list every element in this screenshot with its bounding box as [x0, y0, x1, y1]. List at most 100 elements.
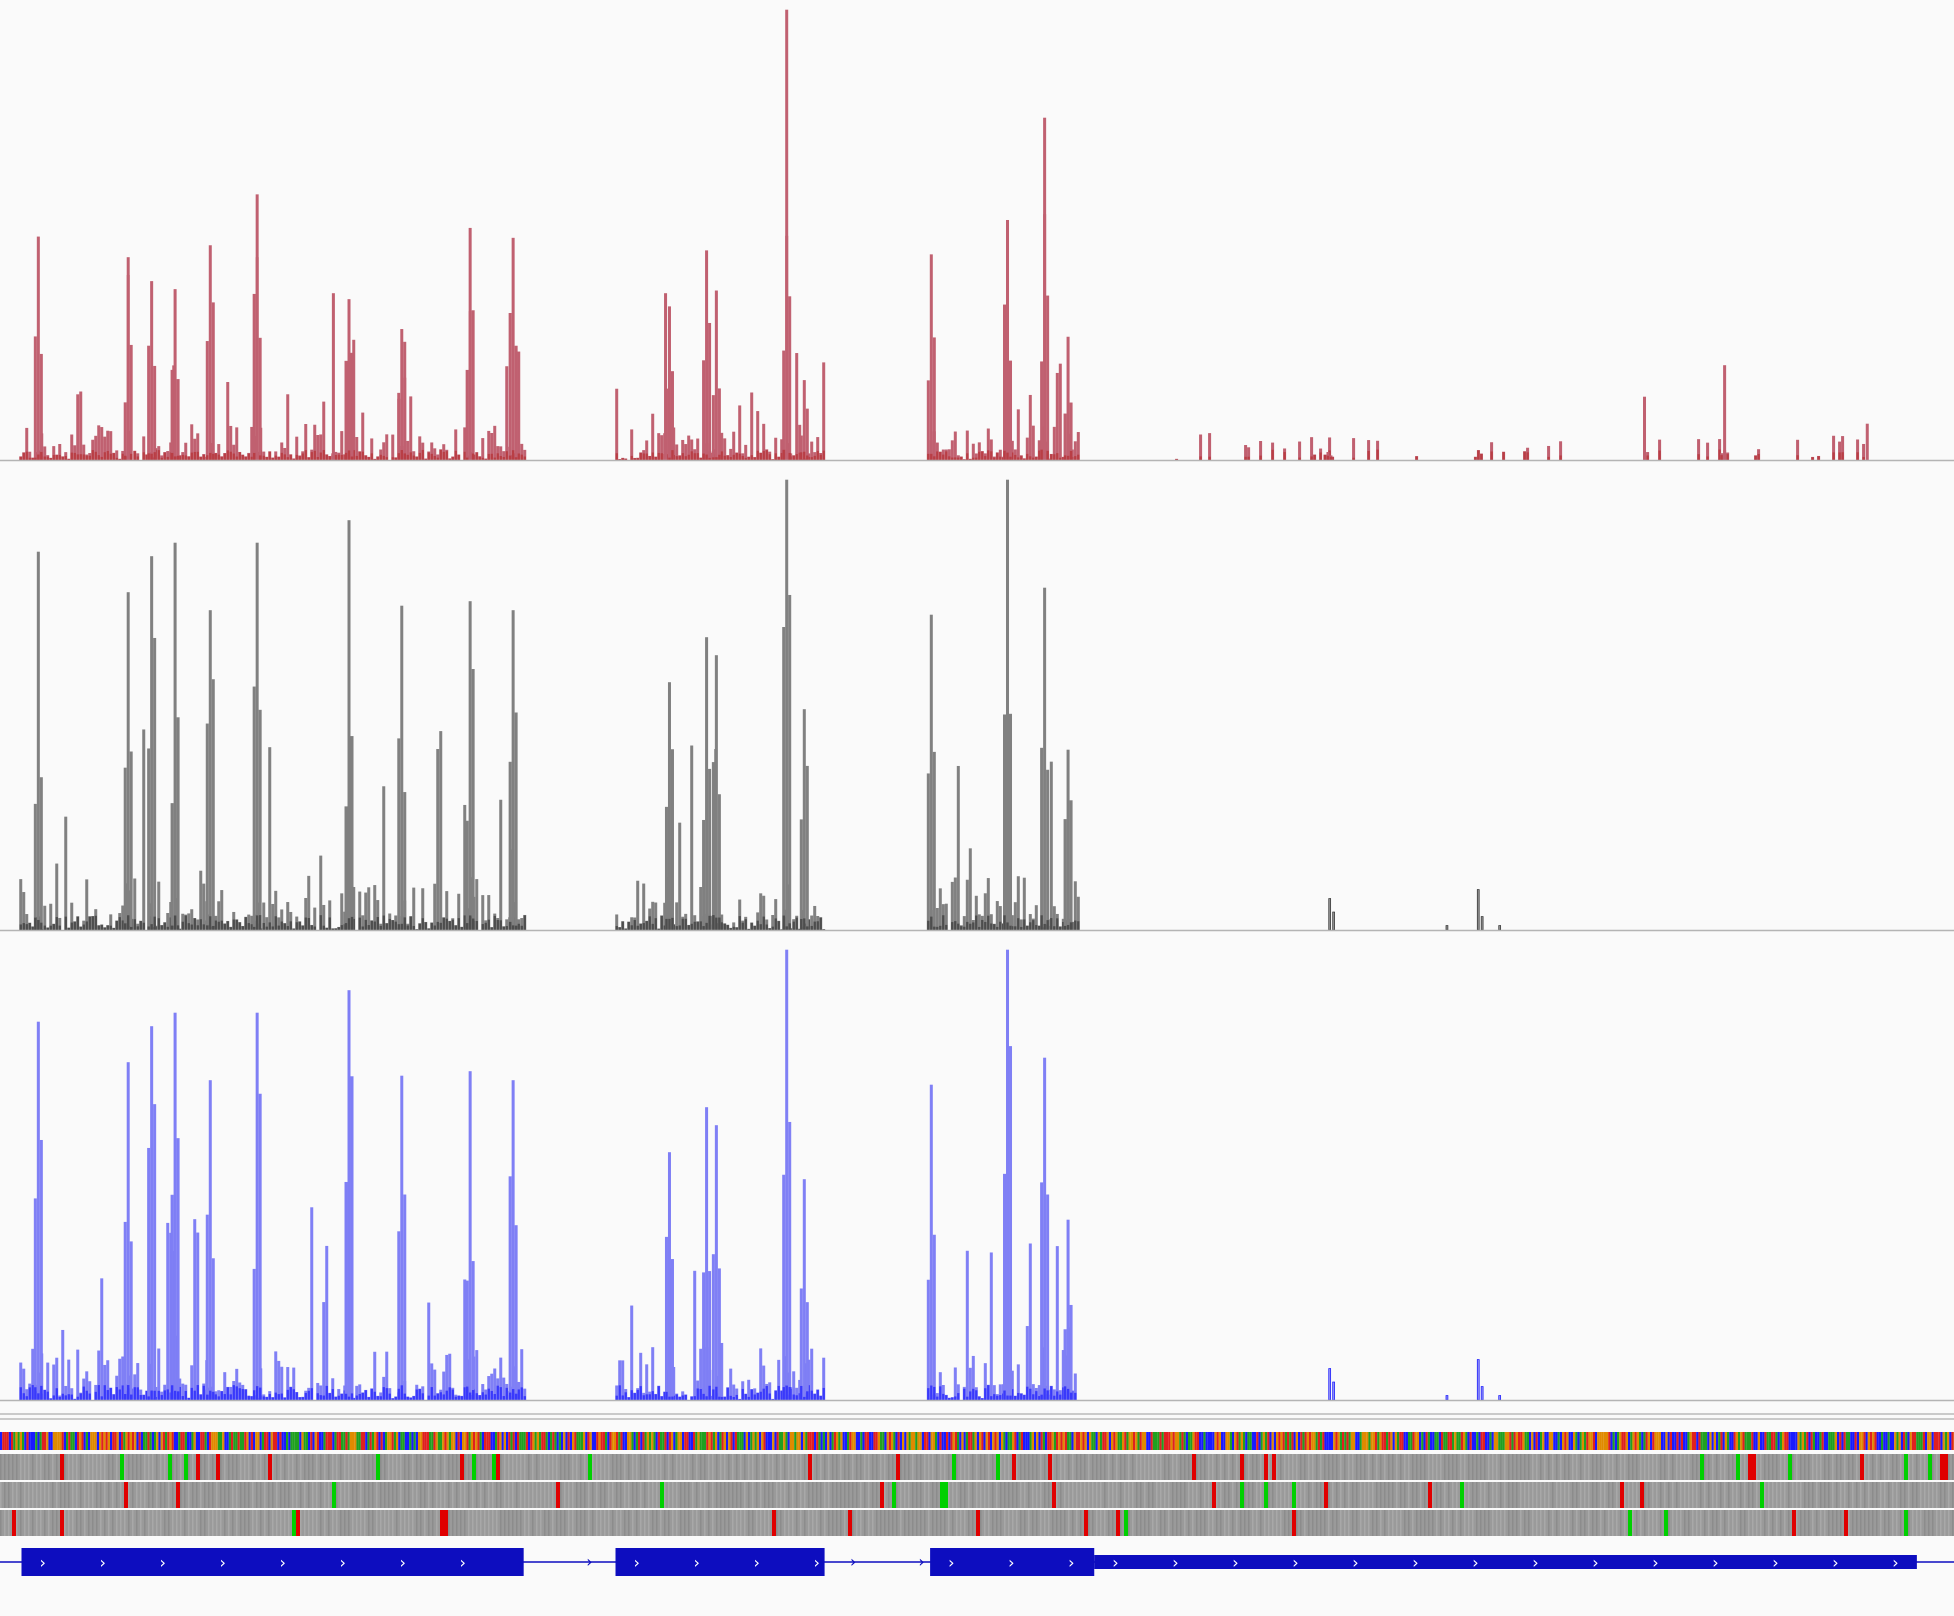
coverage-bar-base [496, 919, 499, 930]
codon-mark [1412, 1482, 1414, 1508]
coverage-bar-base [1077, 921, 1080, 930]
sequence-base [1014, 1432, 1017, 1450]
coverage-bar-base [936, 451, 939, 460]
codon-mark [260, 1454, 262, 1480]
sequence-base [400, 1432, 403, 1450]
sequence-base [402, 1432, 405, 1450]
coverage-bar [1009, 713, 1013, 931]
codon-mark [848, 1454, 850, 1480]
coverage-bar [465, 1280, 469, 1401]
codon-mark [1240, 1510, 1242, 1536]
codon-mark [256, 1510, 258, 1536]
codon-mark [1188, 1510, 1190, 1536]
codon-mark [1496, 1454, 1498, 1480]
codon-mark [1216, 1482, 1218, 1508]
codon-mark [888, 1482, 890, 1508]
sequence-base [789, 1432, 792, 1450]
coverage-track-blue[interactable] [0, 940, 1954, 1410]
codon-mark [1928, 1482, 1930, 1508]
codon-mark [1572, 1482, 1574, 1508]
coverage-bar [511, 1080, 515, 1401]
coverage-bar-base [265, 1397, 268, 1400]
coverage-bar-base [40, 1385, 43, 1400]
codon-mark [1664, 1510, 1668, 1536]
coverage-bar [1445, 1395, 1449, 1401]
coverage-bar [621, 1360, 625, 1401]
codon-mark [808, 1454, 812, 1480]
coverage-bar-base [936, 1396, 939, 1400]
codon-mark [1904, 1482, 1906, 1508]
coverage-track-red[interactable] [0, 0, 1954, 470]
codon-mark [1096, 1482, 1098, 1508]
codon-mark [536, 1510, 538, 1536]
sequence-base [1058, 1432, 1061, 1450]
codon-mark [644, 1454, 646, 1480]
codon-mark [480, 1454, 482, 1480]
codon-mark [484, 1482, 486, 1508]
codon-mark [228, 1510, 230, 1536]
coverage-track-black[interactable] [0, 470, 1954, 940]
codon-mark [956, 1510, 958, 1536]
coverage-bar [705, 250, 709, 461]
codon-mark [468, 1482, 470, 1508]
sequence-base [970, 1432, 973, 1450]
codon-mark [1696, 1510, 1698, 1536]
codon-mark [796, 1482, 798, 1508]
sequence-base [70, 1432, 73, 1450]
codon-mark [0, 1454, 2, 1480]
codon-mark [1840, 1510, 1842, 1536]
coverage-bar-base [325, 454, 328, 460]
codon-mark [864, 1482, 866, 1508]
coverage-bar [176, 1138, 180, 1401]
coverage-bar-base [471, 453, 475, 460]
sequence-track[interactable] [0, 1410, 1954, 1540]
codon-mark [316, 1454, 318, 1480]
coverage-bar-base [283, 454, 286, 460]
sequence-base [1601, 1432, 1604, 1450]
sequence-base [310, 1432, 313, 1450]
codon-mark [200, 1482, 202, 1508]
coverage-bar [932, 337, 936, 461]
coverage-bar-base [1046, 450, 1049, 460]
gene-track[interactable]: › › › › › › › › › › › › › › › › › › › › › › › › › › › › › › › › [0, 1540, 1954, 1616]
coverage-bar-base [1066, 1388, 1070, 1400]
coverage-bar-base [520, 454, 523, 460]
sequence-base [1238, 1432, 1241, 1450]
sequence-base [1357, 1432, 1360, 1450]
codon-mark [1792, 1482, 1794, 1508]
coverage-bar-base [217, 921, 220, 930]
sequence-base [910, 1432, 913, 1450]
codon-mark [1404, 1454, 1406, 1480]
codon-mark [476, 1482, 478, 1508]
coverage-bar-base [633, 920, 636, 930]
codon-mark [1652, 1482, 1654, 1508]
codon-mark [368, 1510, 370, 1536]
codon-mark [312, 1454, 314, 1480]
codon-mark [1704, 1482, 1706, 1508]
sequence-base [1122, 1432, 1125, 1450]
codon-mark [1548, 1482, 1550, 1508]
codon-mark [260, 1482, 262, 1508]
codon-mark [1104, 1454, 1106, 1480]
sequence-base [594, 1432, 597, 1450]
codon-mark [1072, 1510, 1074, 1536]
codon-mark [276, 1454, 278, 1480]
sequence-base [1361, 1432, 1364, 1450]
coverage-bar-base [1066, 455, 1070, 460]
codon-mark [56, 1510, 58, 1536]
codon-mark [56, 1454, 58, 1480]
codon-mark [1396, 1510, 1398, 1536]
codon-mark [1052, 1482, 1056, 1508]
sequence-base [1841, 1432, 1844, 1450]
coverage-bar-base [1035, 925, 1038, 930]
coverage-bar-base [153, 452, 156, 460]
codon-mark [332, 1510, 334, 1536]
coverage-bar-base [954, 1396, 957, 1400]
coverage-bar [926, 380, 930, 461]
codon-mark [520, 1454, 522, 1480]
codon-mark [1896, 1454, 1898, 1480]
coverage-bar-base [798, 928, 801, 930]
codon-mark [544, 1482, 546, 1508]
coverage-bar-base [1367, 451, 1370, 460]
sequence-base [1234, 1432, 1237, 1450]
